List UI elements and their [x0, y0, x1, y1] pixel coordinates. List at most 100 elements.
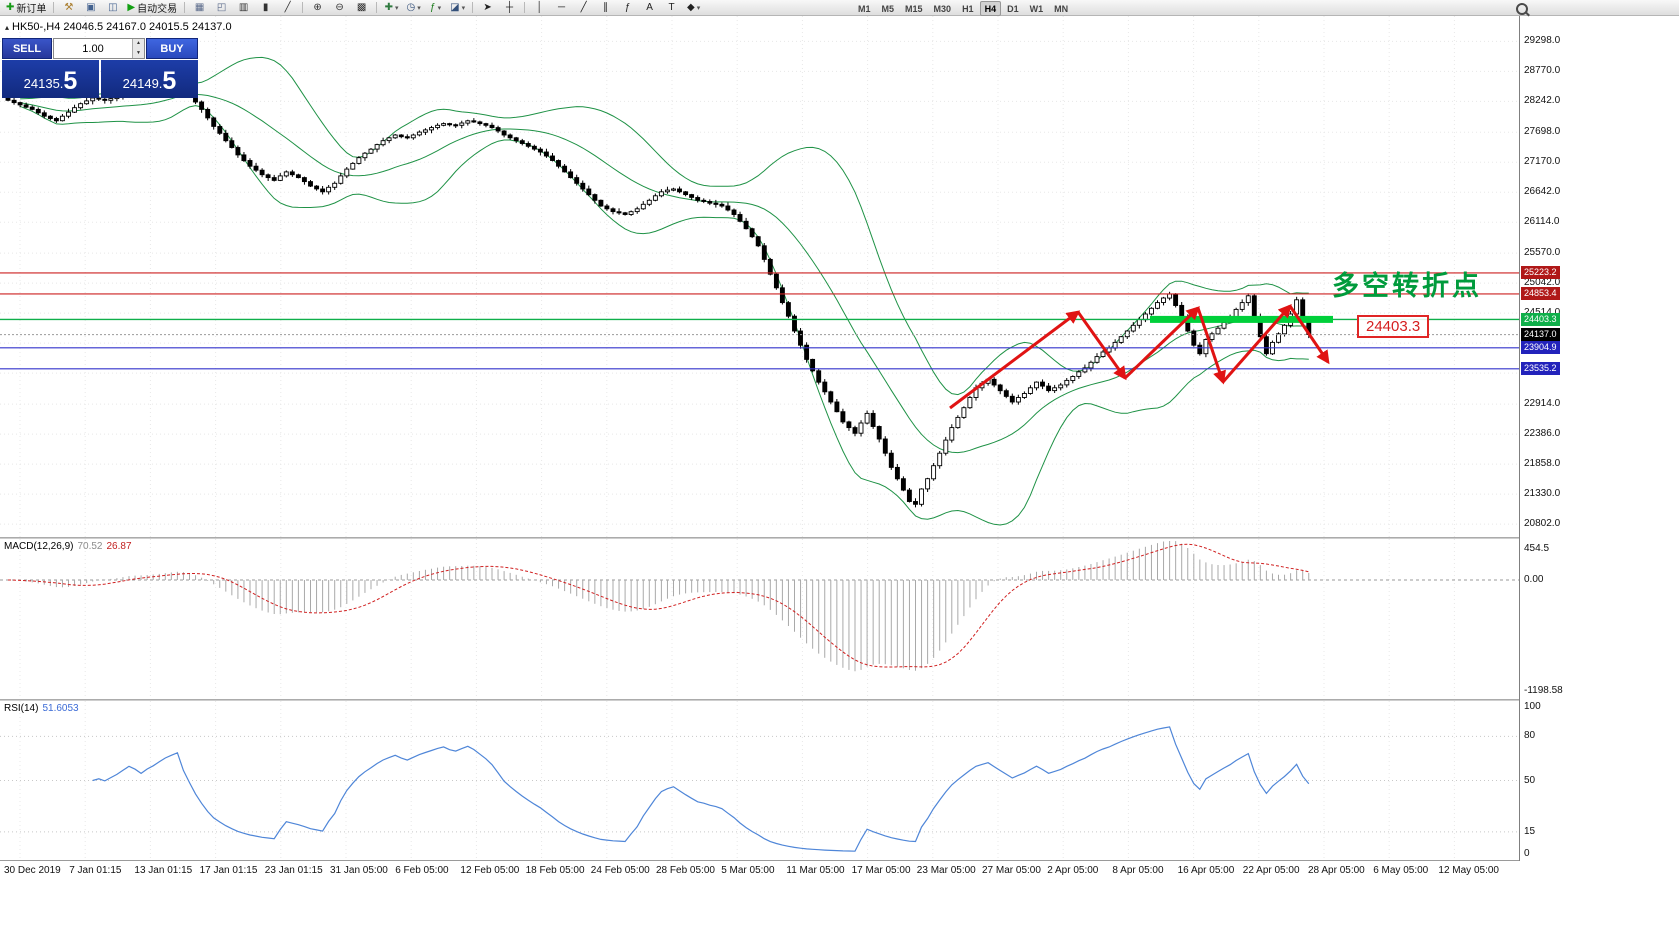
- support-highlight-segment[interactable]: [1150, 315, 1333, 323]
- chevron-down-icon: ▾: [417, 4, 421, 12]
- price-level-badge[interactable]: 25223.2: [1521, 266, 1560, 280]
- chevron-down-icon: ▾: [395, 4, 399, 12]
- sell-price-display[interactable]: 24135. 5: [2, 60, 99, 98]
- lot-size-input[interactable]: 1.00 ▲ ▼: [53, 38, 145, 59]
- rsi-panel[interactable]: [0, 701, 1519, 860]
- channel-icon: ∥: [603, 1, 609, 13]
- price-axis[interactable]: 29298.0 28770.0 28242.0 27698.0 27170.0 26642…: [1519, 16, 1679, 861]
- zoom-out-button[interactable]: ⊖: [329, 0, 350, 16]
- tile-windows-icon: ▦: [194, 1, 205, 13]
- grid-icon: ▩: [356, 1, 367, 13]
- timeframe-m15[interactable]: M15: [905, 3, 923, 14]
- panel-divider[interactable]: [0, 699, 1519, 701]
- time-axis-label: 16 Apr 05:00: [1177, 865, 1235, 876]
- price-axis-label: 27698.0: [1524, 126, 1561, 138]
- trendline-button[interactable]: ╱: [573, 0, 594, 16]
- main-chart[interactable]: [0, 16, 1519, 537]
- market-watch-button[interactable]: ◫: [102, 0, 123, 16]
- timeframe-h4[interactable]: H4: [979, 1, 1002, 16]
- crosshair-button[interactable]: ┼: [499, 0, 520, 16]
- time-axis-label: 28 Apr 05:00: [1308, 865, 1365, 876]
- trend-arrow[interactable]: [1196, 307, 1226, 385]
- price-axis-label: 21330.0: [1524, 488, 1561, 500]
- buy-button[interactable]: BUY: [146, 38, 198, 59]
- timeframe-mn[interactable]: MN: [1054, 3, 1069, 14]
- label-button[interactable]: T: [661, 0, 682, 16]
- time-axis-label: 8 Apr 05:00: [1112, 865, 1164, 876]
- timeframe-m1[interactable]: M1: [858, 3, 871, 14]
- sell-button[interactable]: SELL: [2, 38, 52, 59]
- timeframe-m5[interactable]: M5: [881, 3, 895, 14]
- time-axis-label: 24 Feb 05:00: [590, 865, 650, 876]
- trend-arrow[interactable]: [1076, 311, 1127, 381]
- timeframe-m30[interactable]: M30: [933, 3, 952, 14]
- trend-arrow[interactable]: [949, 310, 1081, 410]
- one-click-toggle-icon[interactable]: ▴: [5, 23, 10, 32]
- chart-ohlc-header: ▴ HK50-,H4 24046.5 24167.0 24015.5 24137.…: [5, 21, 232, 33]
- indicators-button[interactable]: ƒ ▾: [425, 0, 446, 16]
- fibonacci-button[interactable]: ƒ: [617, 0, 638, 16]
- new-order-button-label: 新订单: [16, 4, 47, 15]
- macd-panel[interactable]: [0, 539, 1519, 699]
- time-axis-label: 31 Jan 05:00: [330, 865, 388, 876]
- text-button[interactable]: A: [639, 0, 660, 16]
- new-order-button[interactable]: ✚ 新订单: [3, 0, 49, 16]
- trend-arrow[interactable]: [1288, 305, 1330, 365]
- timeframe-d1[interactable]: D1: [1007, 3, 1019, 14]
- vertical-line-button[interactable]: │: [529, 0, 550, 16]
- cascade-windows-button[interactable]: ◰: [211, 0, 232, 16]
- rsi-scale-label: 15: [1524, 825, 1536, 837]
- price-level-badge[interactable]: 23904.9: [1521, 341, 1560, 355]
- candlestick-chart-button[interactable]: ▮: [255, 0, 276, 16]
- macd-scale-label: 454.5: [1524, 543, 1550, 554]
- zoom-in-button[interactable]: ⊕: [307, 0, 328, 16]
- search-button[interactable]: [1516, 3, 1528, 15]
- line-chart-button[interactable]: ╱: [277, 0, 298, 16]
- candlestick-chart-icon: ▮: [262, 1, 269, 13]
- time-axis-label: 27 Mar 05:00: [982, 865, 1041, 876]
- autotrading-button[interactable]: ▶ 自动交易: [124, 0, 180, 16]
- crosshair-icon: ┼: [506, 1, 514, 13]
- price-level-tag[interactable]: 24403.3: [1357, 315, 1430, 338]
- rsi-scale-label: 50: [1524, 774, 1536, 786]
- horizontal-line-button[interactable]: ─: [551, 0, 572, 16]
- lot-size-value[interactable]: 1.00: [82, 42, 104, 55]
- indicators-icon: ƒ: [430, 1, 436, 13]
- panel-divider[interactable]: [0, 537, 1519, 539]
- spin-up-icon[interactable]: ▲: [133, 39, 144, 49]
- cursor-button[interactable]: ➤: [477, 0, 498, 16]
- candles: [5, 81, 1312, 508]
- sell-price-big-digit: 5: [63, 67, 78, 95]
- macd-signal-line: [7, 543, 1309, 668]
- metaeditor-button[interactable]: ⚒: [58, 0, 79, 16]
- shapes-button[interactable]: ◆ ▾: [683, 0, 704, 16]
- timeframe-h1[interactable]: H1: [962, 3, 974, 14]
- bollinger-upper-band: [20, 56, 1309, 396]
- buy-price-display[interactable]: 24149. 5: [101, 60, 198, 98]
- toolbar-separator: [472, 2, 474, 13]
- grid-button[interactable]: ▩: [351, 0, 372, 16]
- turning-point-annotation[interactable]: 多空转折点: [1332, 271, 1482, 301]
- bar-chart-icon: ▥: [238, 1, 249, 13]
- lot-spinner[interactable]: ▲ ▼: [132, 39, 144, 58]
- sell-price-main: 24135.: [23, 76, 64, 91]
- trend-arrow[interactable]: [1123, 306, 1200, 380]
- price-level-badge[interactable]: 24853.4: [1521, 287, 1560, 301]
- tile-windows-button[interactable]: ▦: [189, 0, 210, 16]
- terminal-button[interactable]: ▣: [80, 0, 101, 16]
- new-chart-button[interactable]: ✚ ▾: [381, 0, 402, 16]
- spin-down-icon[interactable]: ▼: [133, 48, 144, 58]
- price-level-badge[interactable]: 23535.2: [1521, 362, 1560, 376]
- toolbar-separator: [184, 2, 186, 13]
- price-level-badge[interactable]: 24403.3: [1521, 312, 1560, 326]
- profiles-button[interactable]: ◷ ▾: [403, 0, 424, 16]
- zigzag-arrows[interactable]: [949, 303, 1330, 410]
- price-axis-label: 22386.0: [1524, 428, 1561, 440]
- bar-chart-button[interactable]: ▥: [233, 0, 254, 16]
- trend-arrow[interactable]: [1221, 303, 1292, 383]
- time-axis[interactable]: 30 Dec 2019 7 Jan 01:15 13 Jan 01:15 17 Jan…: [0, 861, 1519, 879]
- templates-button[interactable]: ◪ ▾: [447, 0, 468, 16]
- timeframe-w1[interactable]: W1: [1029, 3, 1044, 14]
- rsi-scale-label: 80: [1524, 730, 1536, 742]
- channel-button[interactable]: ∥: [595, 0, 616, 16]
